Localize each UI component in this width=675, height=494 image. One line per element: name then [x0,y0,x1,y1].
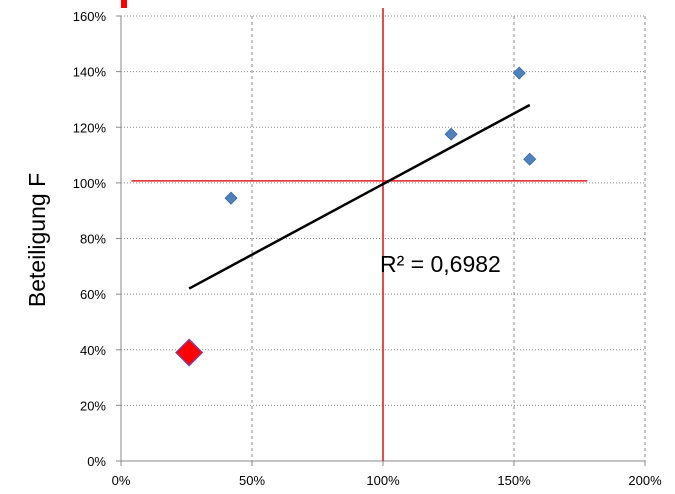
x-tick-label: 0% [112,473,131,488]
trendline [188,103,531,290]
highlight-data-point [175,338,204,367]
y-tick-label: 20% [80,398,106,413]
data-point [523,152,537,166]
y-axis-label: Beteiligung F [24,173,50,307]
y-tick-label: 100% [73,176,107,191]
r-squared-annotation: R² = 0,6982 [380,251,501,277]
x-tick-label: 150% [497,473,531,488]
x-tick-label: 200% [628,473,662,488]
y-tick-label: 40% [80,343,106,358]
y-tick-label: 80% [80,232,106,247]
y-tick-label: 120% [73,120,107,135]
data-point [444,127,458,141]
axes [116,15,646,466]
tick-labels: 0% 20% 40% 60% 80% 100% 120% 140% 160% 0% 50% 100% 1… [73,9,662,488]
y-tick-label: 160% [73,9,107,24]
y-tick-label: 140% [73,65,107,80]
data-points [175,66,537,367]
reference-lines [121,0,588,461]
trendline-group [188,103,531,290]
y-tick-label: 0% [87,454,106,469]
x-tick-label: 100% [366,473,400,488]
x-tick-label: 50% [239,473,265,488]
data-point [224,191,238,205]
data-point [512,66,526,80]
y-tick-label: 60% [80,287,106,302]
highlight-marker-fragment [121,0,127,8]
